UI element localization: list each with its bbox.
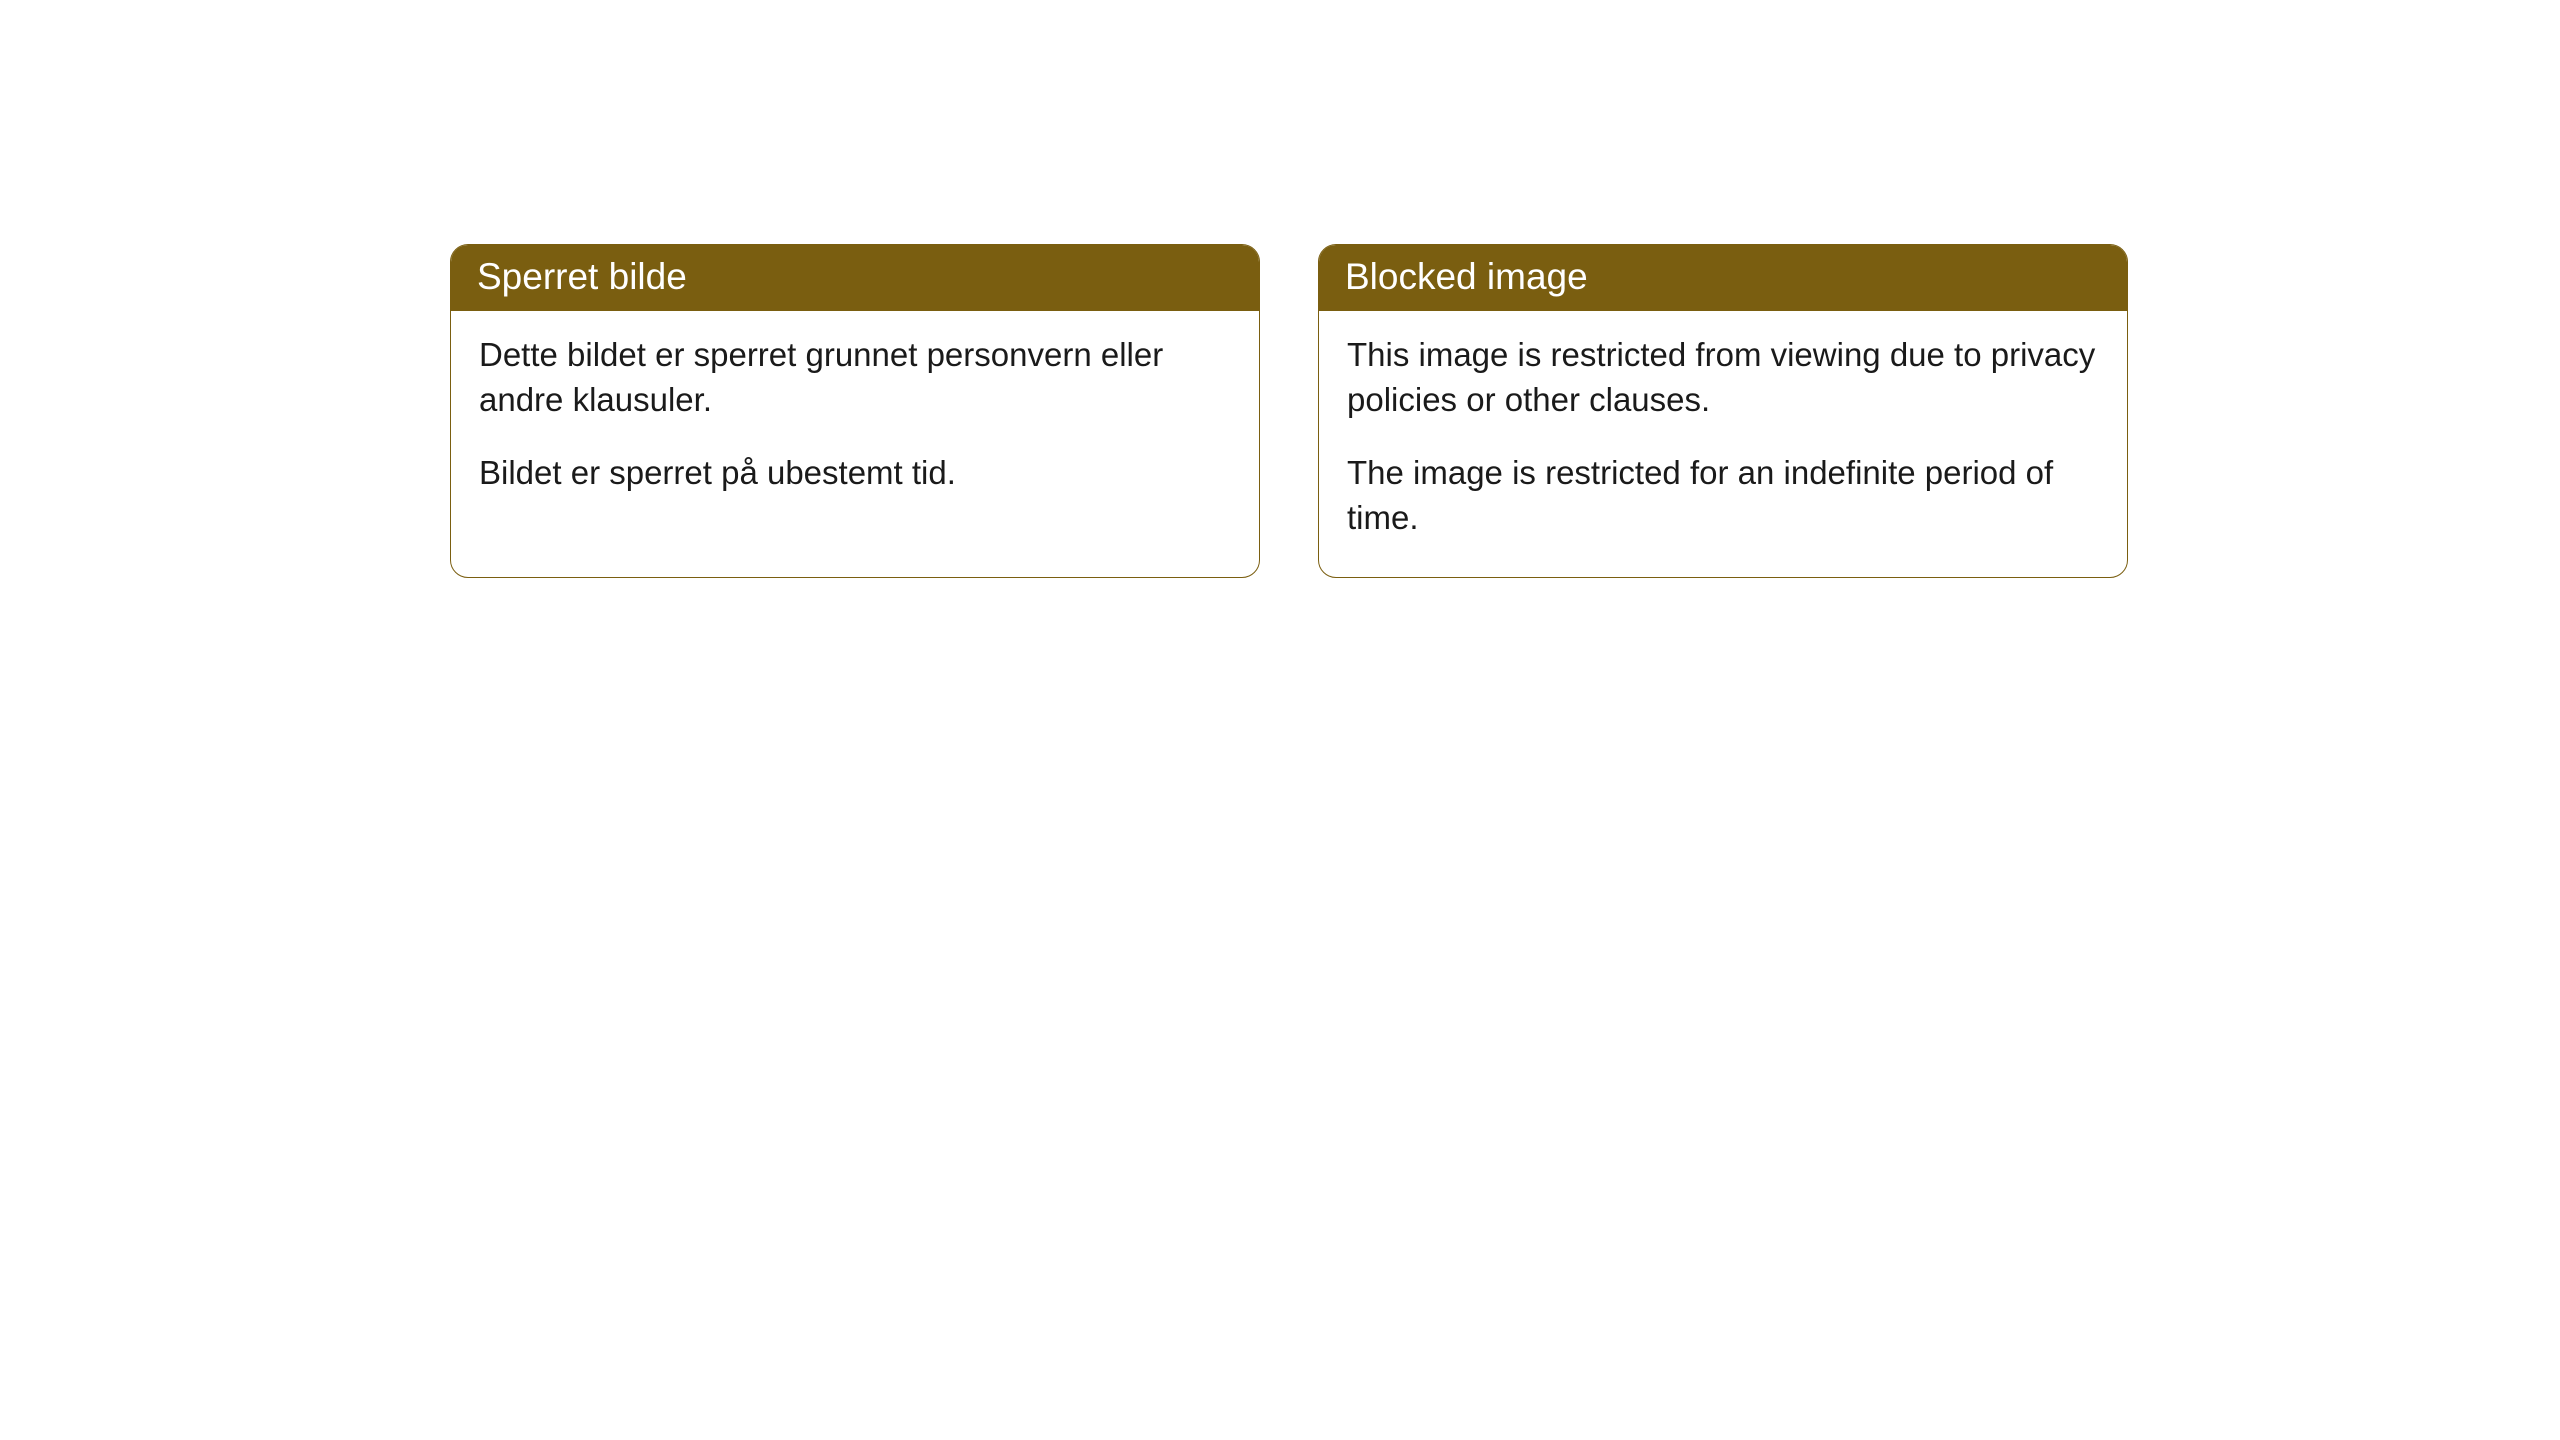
notice-cards-container: Sperret bilde Dette bildet er sperret gr… — [450, 244, 2128, 578]
card-paragraph: Dette bildet er sperret grunnet personve… — [479, 333, 1231, 423]
card-paragraph: Bildet er sperret på ubestemt tid. — [479, 451, 1231, 496]
card-header-english: Blocked image — [1319, 245, 2127, 311]
notice-card-english: Blocked image This image is restricted f… — [1318, 244, 2128, 578]
card-body-english: This image is restricted from viewing du… — [1319, 311, 2127, 577]
card-header-norwegian: Sperret bilde — [451, 245, 1259, 311]
card-body-norwegian: Dette bildet er sperret grunnet personve… — [451, 311, 1259, 532]
card-paragraph: This image is restricted from viewing du… — [1347, 333, 2099, 423]
card-paragraph: The image is restricted for an indefinit… — [1347, 451, 2099, 541]
notice-card-norwegian: Sperret bilde Dette bildet er sperret gr… — [450, 244, 1260, 578]
